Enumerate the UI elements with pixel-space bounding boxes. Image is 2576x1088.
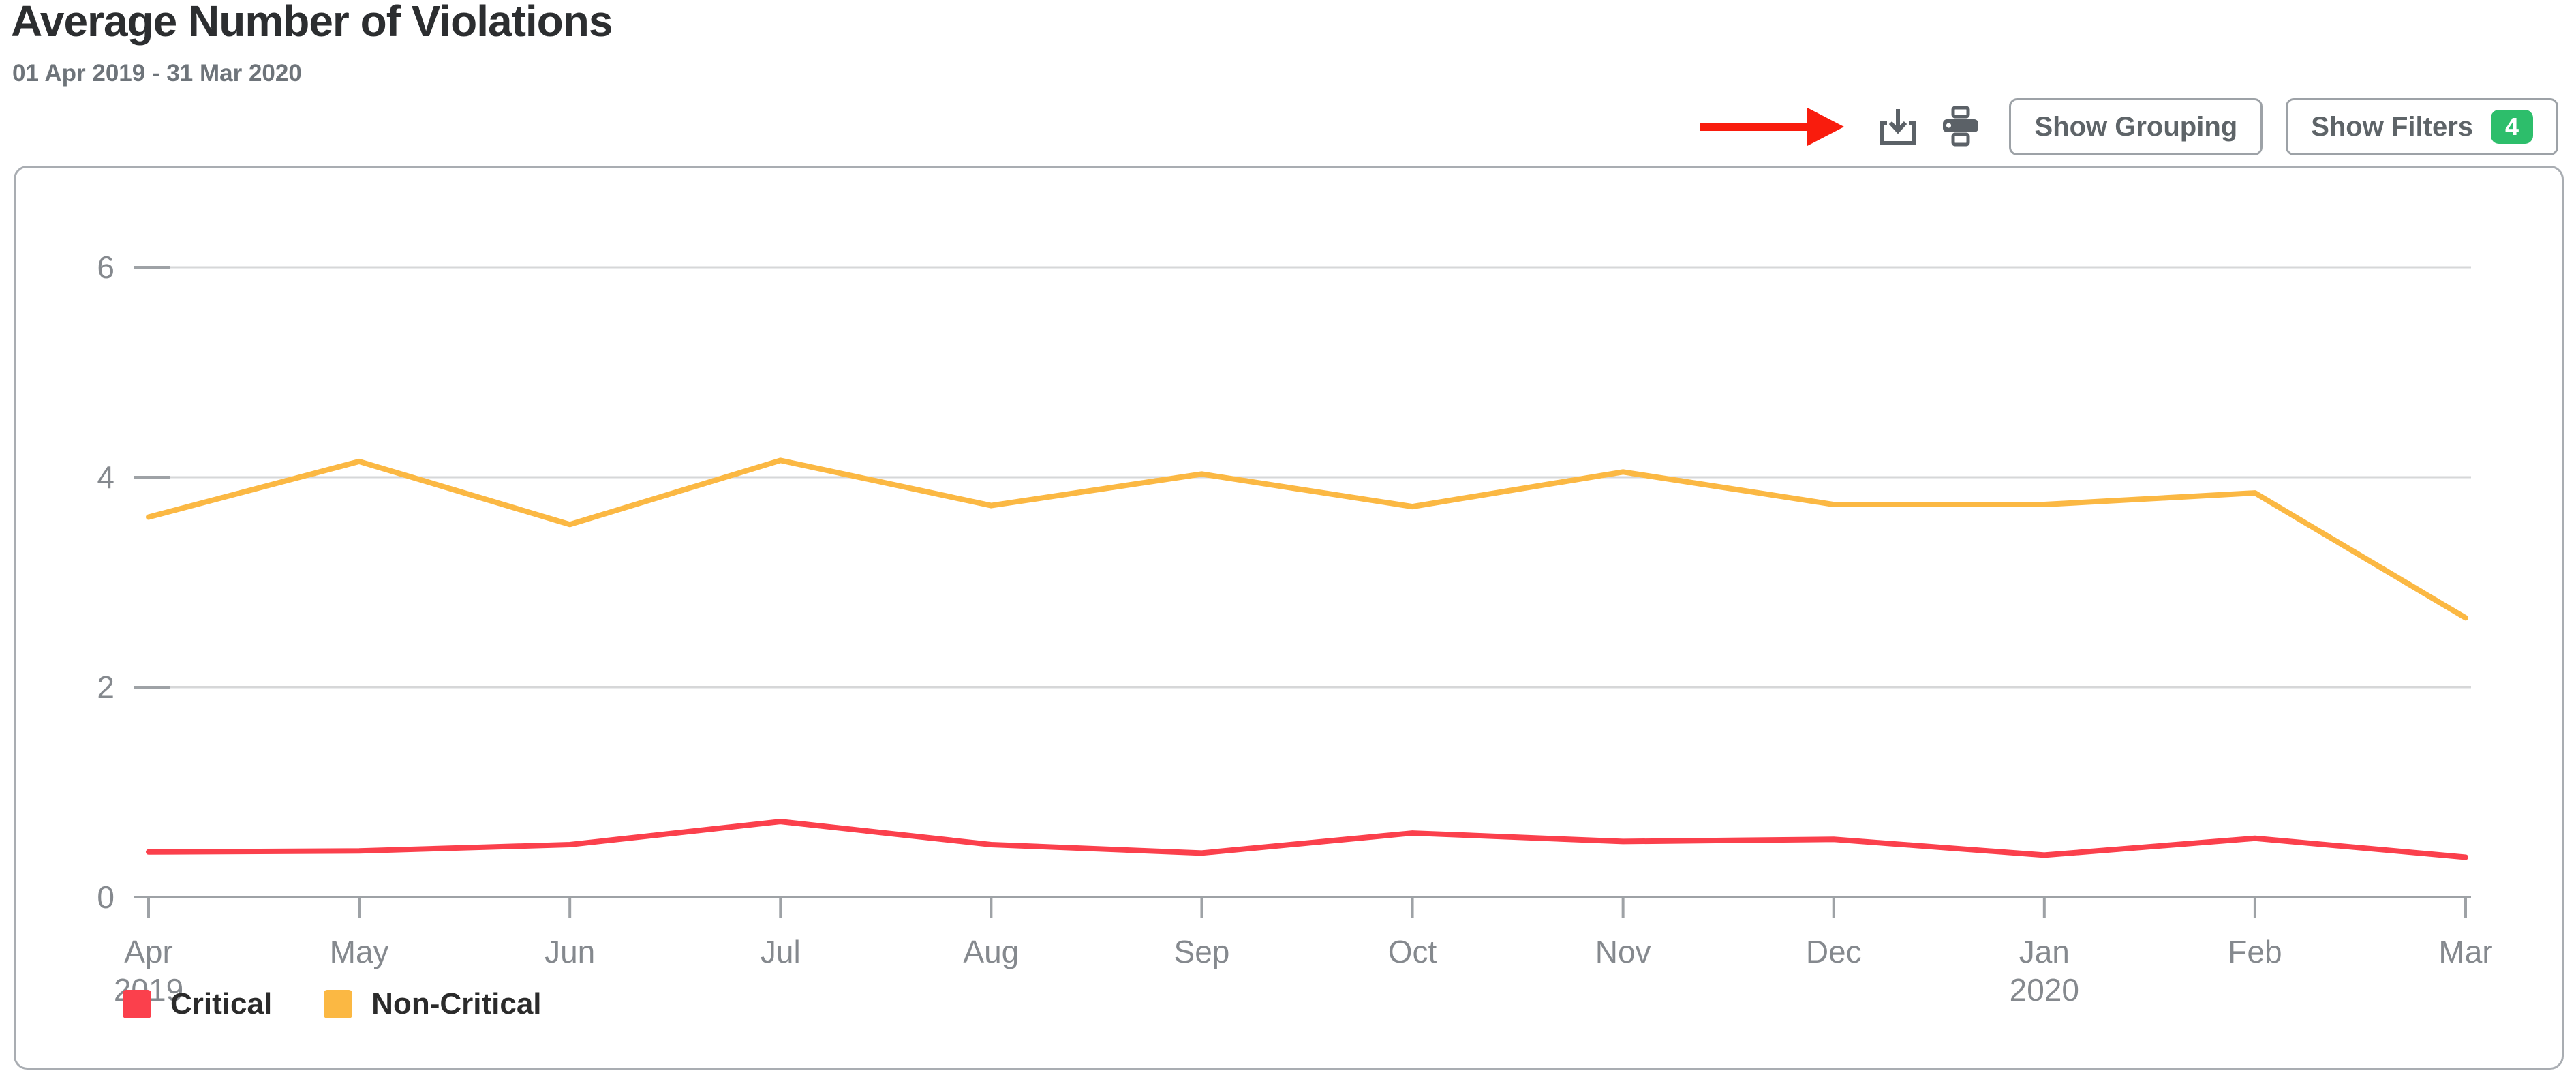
x-axis-label: Jun	[545, 934, 596, 969]
page-title: Average Number of Violations	[11, 0, 613, 46]
x-axis-label: May	[329, 934, 389, 969]
legend-label: Non-Critical	[371, 987, 542, 1021]
download-icon	[1880, 109, 1917, 145]
legend-item-critical[interactable]: Critical	[123, 987, 272, 1021]
x-axis-label: Nov	[1595, 934, 1651, 969]
legend-swatch	[123, 990, 151, 1018]
show-filters-button[interactable]: Show Filters 4	[2286, 98, 2558, 155]
x-axis-label: Feb	[2228, 934, 2282, 969]
print-button[interactable]	[1935, 100, 1986, 154]
y-axis-label: 4	[97, 459, 114, 495]
legend-swatch	[324, 990, 353, 1018]
x-axis-label: Dec	[1805, 934, 1862, 969]
show-grouping-label: Show Grouping	[2034, 111, 2238, 142]
y-axis-label: 0	[97, 879, 114, 915]
date-range-subtitle: 01 Apr 2019 - 31 Mar 2020	[12, 60, 302, 87]
legend-label: Critical	[170, 987, 273, 1021]
toolbar: Show Grouping Show Filters 4	[1700, 98, 2558, 155]
x-axis-label: Sep	[1174, 934, 1230, 969]
download-button[interactable]	[1873, 100, 1923, 154]
x-axis-label: Jul	[760, 934, 801, 969]
legend-item-non-critical[interactable]: Non-Critical	[324, 987, 542, 1021]
x-axis-label: Aug	[963, 934, 1019, 969]
show-grouping-button[interactable]: Show Grouping	[2009, 98, 2263, 155]
y-axis-label: 2	[97, 669, 114, 705]
y-axis-label: 6	[97, 250, 114, 285]
show-filters-label: Show Filters	[2311, 111, 2473, 142]
chart-legend: Critical Non-Critical	[123, 987, 542, 1021]
x-axis-label: Jan 2020	[2009, 934, 2079, 1008]
filters-count-badge: 4	[2491, 110, 2533, 144]
x-axis-label: Oct	[1387, 934, 1437, 969]
print-icon	[1943, 106, 1979, 147]
annotation-arrow-icon	[1700, 108, 1845, 146]
x-axis-label: Mar	[2438, 934, 2493, 969]
